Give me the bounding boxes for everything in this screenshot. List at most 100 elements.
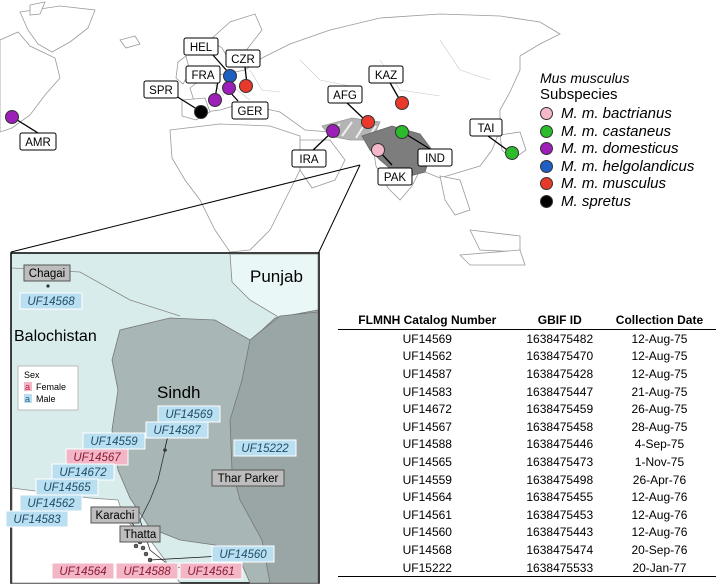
header-collection-date: Collection Date bbox=[602, 311, 716, 330]
specimen-uf14568: UF14568 bbox=[19, 292, 83, 310]
svg-text:AFG: AFG bbox=[333, 90, 357, 102]
cell-gbif-id: 1638475498 bbox=[526, 472, 594, 487]
cell-collection-date: 4-Sep-75 bbox=[634, 437, 685, 452]
label-tai: TAI bbox=[469, 118, 503, 137]
cell-catalog-number: UF15222 bbox=[338, 558, 517, 578]
svg-text:UF15222: UF15222 bbox=[241, 443, 289, 455]
table-body: UF14569 1638475482 12-Aug-75 UF14562 1638475… bbox=[338, 330, 716, 578]
svg-text:IRA: IRA bbox=[299, 154, 319, 166]
cell-collection-date: 26-Aug-75 bbox=[631, 402, 688, 417]
world-map bbox=[0, 1, 561, 266]
cell-collection-date: 1-Nov-75 bbox=[634, 454, 685, 469]
svg-text:UF14568: UF14568 bbox=[27, 296, 75, 308]
cell-catalog-number: UF14583 bbox=[402, 384, 452, 399]
table-row: UF14565 1638475473 1-Nov-75 bbox=[338, 453, 716, 471]
legend-title-species: Mus musculus bbox=[540, 70, 630, 86]
svg-text:PAK: PAK bbox=[384, 172, 406, 184]
table-row: UF15222 1638475533 20-Jan-77 bbox=[338, 558, 716, 578]
region-thar-parker: Thar Parker bbox=[211, 469, 285, 487]
world-labels: HEL CZR FRA SPR GER KAZ AFG AMR IRA IND … bbox=[19, 37, 503, 186]
svg-text:Chagai: Chagai bbox=[29, 268, 65, 280]
cell-catalog-number: UF14672 bbox=[402, 402, 452, 417]
legend-item-musculus: M. m. musculus bbox=[540, 175, 694, 193]
specimen-labels: UF14568 UF14569 UF14587 UF14559 UF14567 … bbox=[5, 292, 297, 580]
cell-collection-date: 12-Aug-76 bbox=[631, 507, 688, 522]
legend-label: M. m. domesticus bbox=[561, 140, 679, 158]
cell-collection-date: 20-Sep-76 bbox=[631, 542, 688, 557]
svg-text:UF14561: UF14561 bbox=[187, 566, 234, 578]
cell-catalog-number: UF14562 bbox=[402, 349, 452, 364]
point-tai bbox=[505, 146, 519, 160]
table-row: UF14564 1638475455 12-Aug-76 bbox=[338, 488, 716, 506]
legend-label: M. spretus bbox=[561, 192, 632, 210]
cell-catalog-number: UF14565 bbox=[402, 454, 452, 469]
legend-item-bactrianus: M. m. bactrianus bbox=[540, 105, 694, 123]
cell-collection-date: 12-Aug-75 bbox=[631, 331, 688, 346]
region-chagai: Chagai bbox=[23, 264, 71, 282]
svg-text:UF14583: UF14583 bbox=[13, 514, 61, 526]
table-row: UF14561 1638475453 12-Aug-76 bbox=[338, 506, 716, 524]
point-fra bbox=[208, 93, 222, 107]
legend-swatch bbox=[540, 177, 553, 191]
cell-gbif-id: 1638475458 bbox=[526, 419, 594, 434]
legend-label: M. m. helgolandicus bbox=[561, 157, 695, 175]
cell-gbif-id: 1638475428 bbox=[526, 366, 594, 381]
specimen-uf14561: UF14561 bbox=[179, 562, 243, 580]
legend-swatch bbox=[540, 107, 553, 121]
cell-gbif-id: 1638475470 bbox=[526, 349, 594, 364]
label-ger: GER bbox=[231, 101, 269, 120]
country-borders bbox=[209, 39, 491, 101]
specimen-uf14560: UF14560 bbox=[211, 545, 275, 563]
point-ind bbox=[395, 125, 409, 139]
label-ira: IRA bbox=[291, 149, 327, 168]
table-row: UF14568 1638475474 20-Sep-76 bbox=[338, 541, 716, 559]
specimen-uf14588: UF14588 bbox=[115, 562, 179, 580]
header-catalog-number: FLMNH Catalog Number bbox=[338, 311, 517, 330]
legend-item-castaneus: M. m. castaneus bbox=[540, 123, 694, 141]
cell-collection-date: 21-Aug-75 bbox=[631, 384, 688, 399]
label-spr: SPR bbox=[143, 80, 179, 99]
svg-text:AMR: AMR bbox=[25, 137, 51, 149]
svg-text:UF14588: UF14588 bbox=[123, 566, 171, 578]
legend-label: M. m. bactrianus bbox=[561, 105, 672, 123]
specimen-uf14564: UF14564 bbox=[51, 562, 115, 580]
legend-item-helgolandicus: M. m. helgolandicus bbox=[540, 158, 694, 176]
legend-swatch bbox=[540, 159, 553, 173]
legend-item-spretus: M. spretus bbox=[540, 193, 694, 211]
label-fra: FRA bbox=[185, 65, 221, 84]
specimen-uf14565: UF14565 bbox=[35, 478, 99, 496]
zoom-lines bbox=[10, 164, 361, 255]
cell-gbif-id: 1638475482 bbox=[526, 331, 594, 346]
label-ind: IND bbox=[417, 148, 453, 167]
legend-label: M. m. musculus bbox=[561, 175, 667, 193]
svg-text:SPR: SPR bbox=[149, 85, 173, 97]
world-points bbox=[5, 69, 519, 160]
table-header-row: FLMNH Catalog Number GBIF ID Collection … bbox=[338, 311, 716, 330]
label-amr: AMR bbox=[19, 132, 57, 151]
svg-text:FRA: FRA bbox=[192, 70, 215, 82]
catalog-table: FLMNH Catalog Number GBIF ID Collection … bbox=[338, 311, 716, 578]
point-pak bbox=[371, 143, 385, 157]
specimen-uf14559: UF14559 bbox=[82, 432, 146, 450]
label-pak: PAK bbox=[377, 167, 413, 186]
specimen-uf14587: UF14587 bbox=[145, 421, 209, 439]
point-hel bbox=[223, 69, 237, 83]
label-czr: CZR bbox=[225, 49, 261, 68]
region-punjab: Punjab bbox=[250, 267, 303, 286]
legend-swatch bbox=[540, 194, 553, 208]
region-thatta: Thatta bbox=[119, 525, 161, 543]
cell-gbif-id: 1638475455 bbox=[526, 490, 594, 505]
label-afg: AFG bbox=[327, 85, 363, 104]
svg-text:IND: IND bbox=[425, 153, 445, 165]
svg-text:Thar Parker: Thar Parker bbox=[218, 473, 279, 485]
cell-collection-date: 28-Aug-75 bbox=[631, 419, 688, 434]
region-sindh: Sindh bbox=[157, 383, 200, 402]
svg-text:a: a bbox=[25, 382, 30, 392]
table-row: UF14559 1638475498 26-Apr-76 bbox=[338, 471, 716, 489]
svg-text:UF14562: UF14562 bbox=[27, 498, 75, 510]
cell-catalog-number: UF14561 bbox=[402, 507, 452, 522]
cell-gbif-id: 1638475447 bbox=[526, 384, 594, 399]
specimen-uf14562: UF14562 bbox=[19, 494, 83, 512]
cell-gbif-id: 1638475473 bbox=[526, 454, 594, 469]
